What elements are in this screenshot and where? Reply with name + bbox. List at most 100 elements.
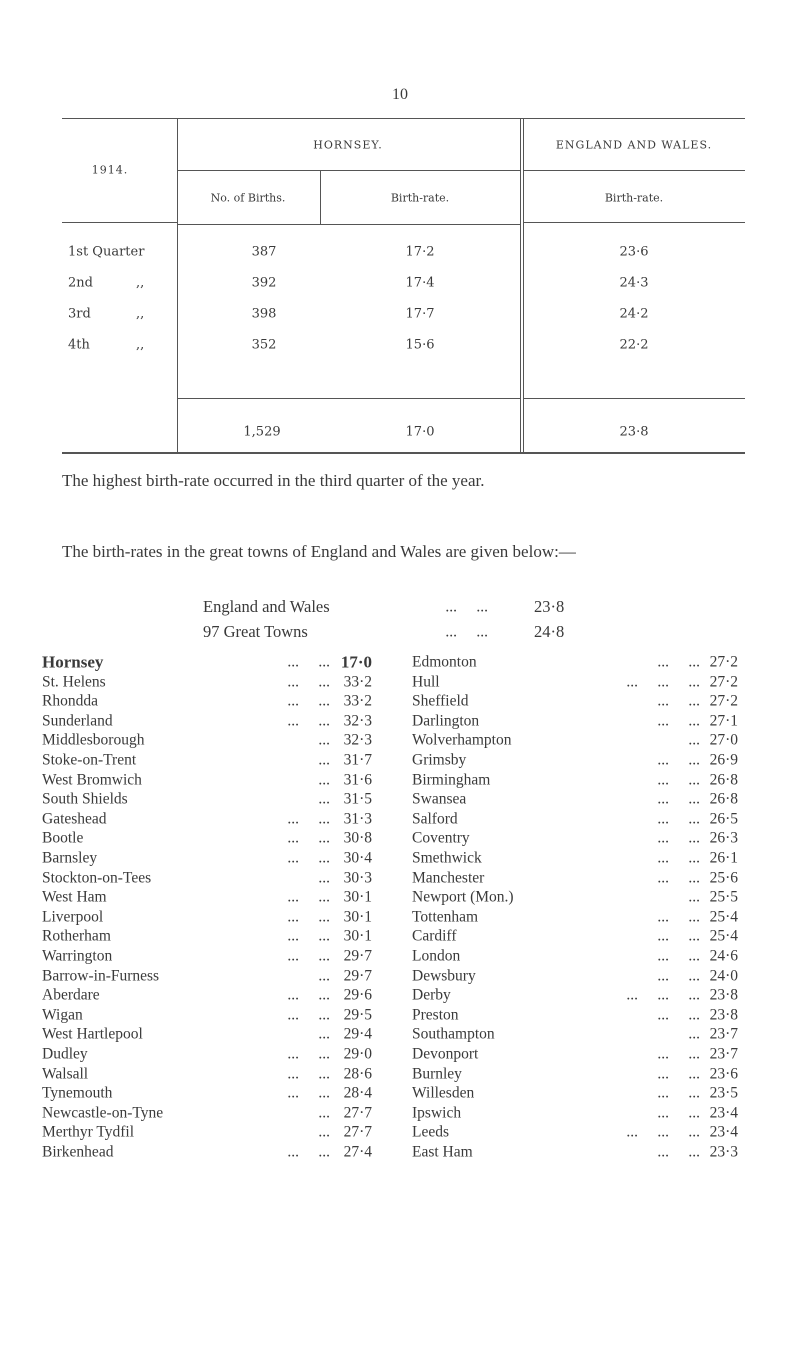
leader: ... — [318, 790, 330, 808]
town-value: 23·7 — [709, 1045, 738, 1063]
cell: 24·2 — [619, 306, 649, 322]
town-name: Tottenham — [412, 908, 479, 926]
town-name: Cardiff — [412, 927, 457, 945]
leader: ... ... — [287, 829, 330, 847]
town-name: Wigan — [42, 1006, 83, 1024]
leader: ... — [688, 888, 700, 906]
leader: ... ... — [657, 712, 700, 730]
town-value: 29·7 — [343, 947, 372, 965]
town-value: 24·0 — [709, 966, 738, 984]
leader: ... ... — [657, 868, 700, 886]
town-value: 26·5 — [709, 810, 738, 828]
leader: ... ... — [445, 623, 488, 641]
leader: ... ... — [657, 1006, 700, 1024]
leader: ... ... — [287, 1143, 330, 1161]
leader: ... ... ... — [626, 672, 700, 690]
town-value: 23·8 — [709, 986, 738, 1004]
town-value: 27·4 — [343, 1143, 372, 1161]
town-name: West Bromwich — [42, 770, 142, 788]
page-number: 10 — [392, 86, 408, 103]
town-name: Gateshead — [42, 810, 107, 828]
leader: ... ... ... — [626, 986, 700, 1004]
town-value: 28·6 — [343, 1064, 372, 1082]
summary-value: 23·8 — [534, 596, 565, 616]
rule — [523, 170, 745, 171]
town-value: 30·3 — [343, 868, 372, 886]
town-name: Birmingham — [412, 770, 491, 788]
town-name: Preston — [412, 1006, 459, 1024]
town-name: Swansea — [412, 790, 467, 808]
rule — [523, 222, 745, 223]
summary-value: 24·8 — [534, 621, 565, 641]
town-value: 27·1 — [709, 712, 738, 730]
town-value: 30·4 — [343, 849, 372, 867]
row-label: 2nd — [68, 275, 93, 291]
leader: ... ... — [657, 751, 700, 769]
leader: ... ... — [657, 810, 700, 828]
town-value: 23·3 — [709, 1143, 738, 1161]
cell: 17·0 — [405, 424, 435, 440]
town-name: Ipswich — [412, 1104, 462, 1122]
leader: ... — [318, 731, 330, 749]
leader: ... ... — [287, 712, 330, 730]
leader: ... — [318, 770, 330, 788]
town-value: 27·7 — [343, 1123, 372, 1141]
cell: 17·2 — [405, 244, 435, 260]
cell: 23·6 — [619, 244, 649, 260]
paragraph: The birth-rates in the great towns of En… — [62, 542, 576, 561]
town-value: 27·2 — [709, 692, 738, 710]
leader: ... ... — [657, 908, 700, 926]
town-name: Rotherham — [42, 927, 111, 945]
column-header: No. of Births. — [210, 191, 286, 205]
town-value: 26·1 — [709, 849, 738, 867]
town-name: Southampton — [412, 1025, 495, 1043]
leader: ... ... ... — [626, 1123, 700, 1141]
town-name: Willesden — [412, 1084, 475, 1102]
leader: ... ... — [287, 1045, 330, 1063]
town-value: 26·9 — [709, 751, 738, 769]
town-name: Sheffield — [412, 692, 469, 710]
town-value: 23·4 — [709, 1104, 738, 1122]
town-name: West Hartlepool — [42, 1025, 143, 1043]
town-name: Aberdare — [42, 986, 100, 1004]
rule — [177, 224, 520, 225]
leader: ... ... — [657, 1143, 700, 1161]
town-name: Dewsbury — [412, 966, 476, 984]
column-header: Birth-rate. — [604, 191, 664, 205]
town-name: Smethwick — [412, 849, 482, 867]
town-name: Leeds — [412, 1123, 450, 1141]
town-name: Merthyr Tydfil — [42, 1123, 135, 1141]
town-name: South Shields — [42, 790, 128, 808]
town-value: 33·2 — [343, 672, 372, 690]
town-value: 27·2 — [709, 672, 738, 690]
rule — [523, 398, 745, 399]
summary-name: England and Wales — [203, 596, 330, 616]
town-name: Darlington — [412, 712, 480, 730]
leader: ... ... — [657, 1084, 700, 1102]
town-name: Middlesborough — [42, 731, 145, 749]
town-name: Salford — [412, 810, 458, 828]
town-name: Dudley — [42, 1045, 88, 1063]
leader: ... ... — [657, 927, 700, 945]
town-name: Manchester — [412, 868, 485, 886]
leader: ... ... — [287, 849, 330, 867]
cell: 22·2 — [619, 337, 649, 353]
leader: ... ... — [657, 770, 700, 788]
column-header: Birth-rate. — [390, 191, 450, 205]
leader: ... ... — [287, 653, 330, 671]
leader: ... ... — [287, 692, 330, 710]
leader: ... ... — [287, 908, 330, 926]
leader: ... ... — [287, 927, 330, 945]
row-label: 4th — [68, 337, 90, 353]
town-name: Grimsby — [412, 751, 467, 769]
town-name: Walsall — [42, 1064, 89, 1082]
group-header: HORNSEY. — [313, 138, 383, 152]
town-name: London — [412, 947, 461, 965]
town-name: Tynemouth — [42, 1084, 113, 1102]
town-name: Hornsey — [42, 652, 104, 672]
rule — [62, 118, 745, 119]
town-name: Burnley — [412, 1064, 462, 1082]
town-value: 29·7 — [343, 966, 372, 984]
town-name: Birkenhead — [42, 1143, 114, 1161]
